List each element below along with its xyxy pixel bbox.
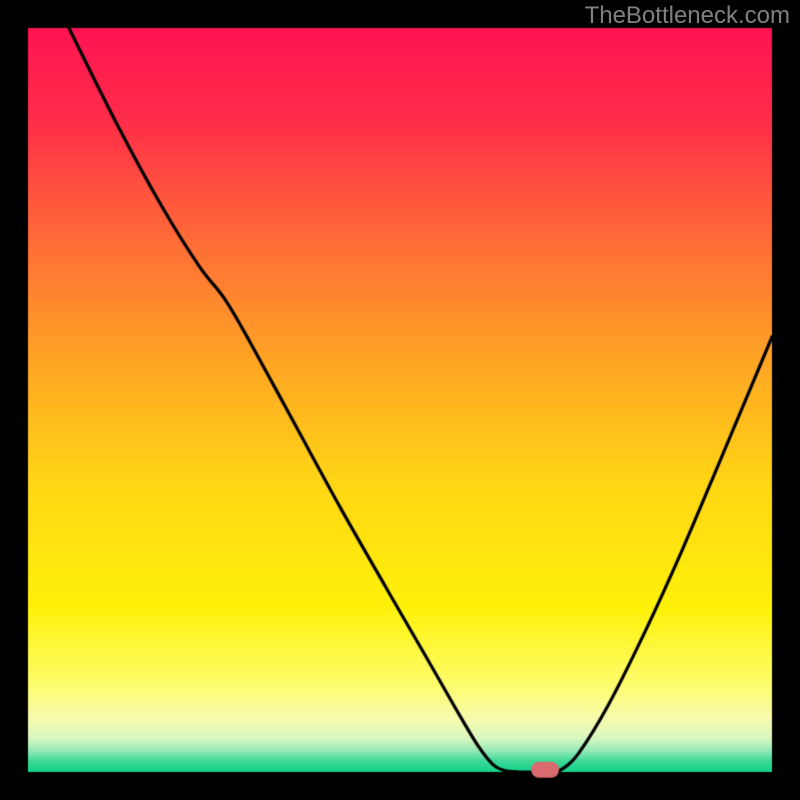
bottleneck-chart <box>0 0 800 800</box>
chart-container: TheBottleneck.com <box>0 0 800 800</box>
attribution-label: TheBottleneck.com <box>585 2 790 30</box>
